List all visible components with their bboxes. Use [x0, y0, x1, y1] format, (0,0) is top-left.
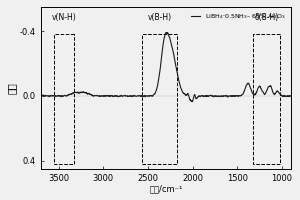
Y-axis label: 强度: 强度	[7, 82, 17, 94]
Text: δ(B-H): δ(B-H)	[255, 13, 279, 22]
Bar	[142, 34, 177, 164]
X-axis label: 波数/cm⁻¹: 波数/cm⁻¹	[149, 184, 182, 193]
Text: v(N-H): v(N-H)	[52, 13, 76, 22]
Legend: LiBH$_4$$\cdot$0.5NH$_3$– 60% Al$_2$O$_3$: LiBH$_4$$\cdot$0.5NH$_3$– 60% Al$_2$O$_3…	[189, 10, 288, 23]
Bar	[253, 34, 280, 164]
Bar	[54, 34, 74, 164]
Text: v(B-H): v(B-H)	[148, 13, 172, 22]
